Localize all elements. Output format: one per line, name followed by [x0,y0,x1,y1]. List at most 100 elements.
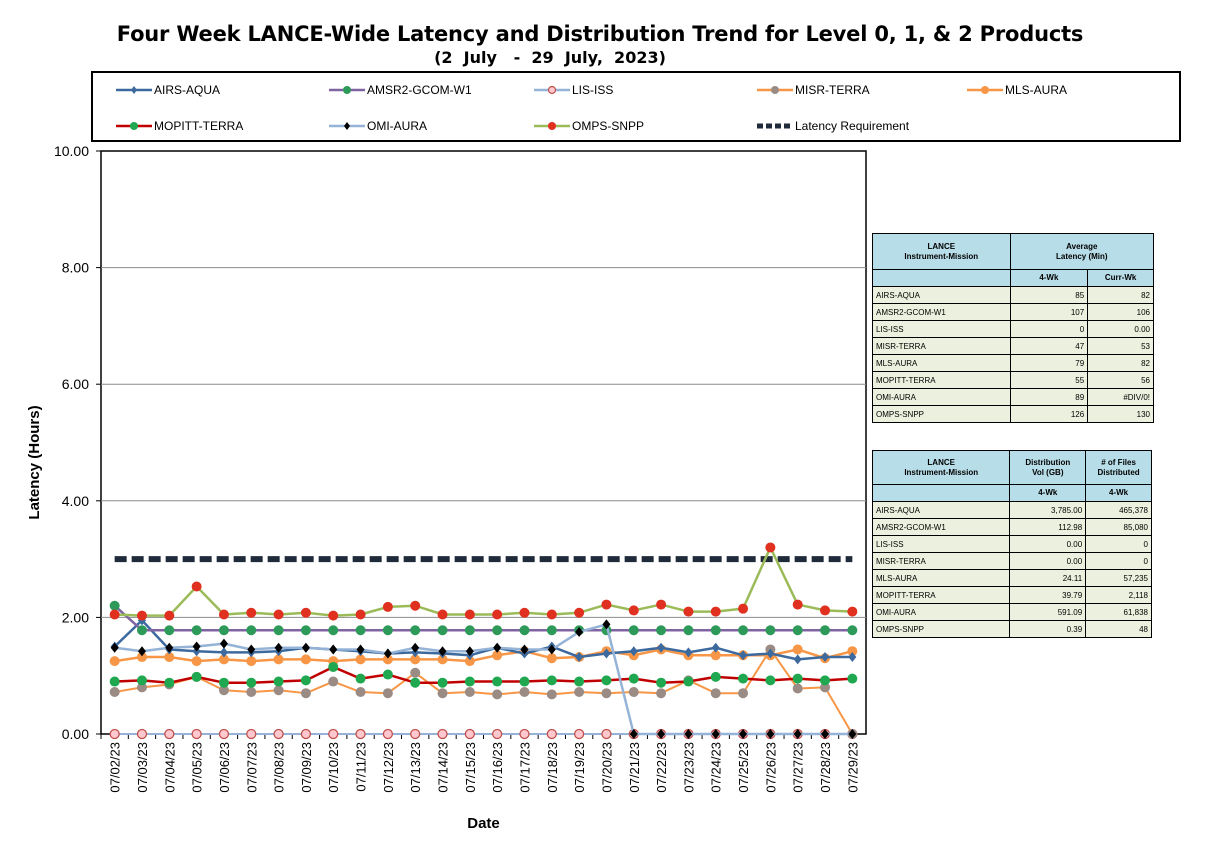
legend-label: Latency Requirement [795,119,910,133]
omi-aura-point [110,642,119,653]
mopitt-terra-point [246,677,257,688]
misr-terra-point [492,689,503,700]
misr-terra-point [792,683,803,694]
mopitt-terra-point [273,676,284,687]
airs-aqua-point [575,652,584,663]
omps-snpp-point [246,607,257,618]
omps-snpp-line [114,546,853,617]
omi-aura-point [438,646,447,657]
legend-swatch [757,123,793,129]
distribution-table-row: OMPS-SNPP 0.39 48 [871,620,1152,638]
distribution-table-cell-v1: 3,785.00 [1009,501,1087,519]
distribution-table-row: MOPITT-TERRA 39.79 2,118 [871,586,1152,604]
distribution-table-cell-v2: 57,235 [1085,569,1152,587]
distribution-table-cell-v2: 85,080 [1085,518,1152,536]
mopitt-terra-point [546,675,557,686]
x-tick-label: 07/16/23 [490,742,505,793]
distribution-table-cell-v1: 24.11 [1009,569,1087,587]
lis-iss-point [382,728,394,740]
amsr2-gcom-w1-point [765,625,776,636]
latency-table-cell-v1: 79 [1009,354,1089,372]
omi-aura-point [165,642,174,653]
latency-table-cell-instrument: OMPS-SNPP [872,405,1011,423]
distribution-table-cell-v2: 61,838 [1085,603,1152,621]
misr-terra-point [437,688,448,699]
omps-snpp-point [218,609,229,620]
latency-table-cell-instrument: AIRS-AQUA [872,286,1011,304]
legend-swatch [967,86,1003,94]
latency-table-cell-v2: #DIV/0! [1087,388,1154,406]
mls-aura-point [355,654,366,665]
amsr2-gcom-w1-point [109,600,120,611]
amsr2-gcom-w1-line [113,604,853,632]
mls-aura-point [464,656,475,667]
legend-item: AIRS-AQUA [116,82,220,98]
legend-item: LIS-ISS [534,82,613,98]
x-tick-label: 07/07/23 [244,742,259,793]
omps-snpp-point [683,606,694,617]
lis-iss-point [191,728,202,740]
distribution-table-cell-v1: 0.00 [1009,552,1087,570]
x-tick-label: 07/09/23 [299,742,314,793]
misr-terra-point [382,688,393,699]
misr-terra-point [246,687,257,698]
mls-aura-point [300,654,311,665]
misr-terra-point [273,685,284,696]
omi-aura-point [465,646,474,657]
x-tick-label: 07/24/23 [709,742,724,793]
legend-swatch [329,122,365,130]
legend-swatch [534,85,570,95]
legend-item: OMPS-SNPP [534,118,644,134]
distribution-table-cell-v2: 0 [1085,535,1152,553]
mopitt-terra-point [136,675,147,686]
amsr2-gcom-w1-point [328,625,339,636]
distribution-table-row: AIRS-AQUA 3,785.00 465,378 [871,501,1152,519]
amsr2-gcom-w1-point [355,625,366,636]
omps-snpp-point [519,607,530,618]
omps-snpp-point [546,609,557,620]
distribution-table-cell-instrument: AIRS-AQUA [871,501,1011,519]
chart-title: Four Week LANCE-Wide Latency and Distrib… [116,22,1084,46]
omps-snpp-point [382,601,393,612]
x-tick-label: 07/15/23 [463,742,478,793]
airs-aqua-point [739,650,748,661]
legend-label: LIS-ISS [572,83,614,97]
mopitt-terra-point [710,671,721,682]
omps-snpp-point [656,599,667,610]
legend-label: OMPS-SNPP [572,119,645,133]
lis-iss-point [164,728,175,740]
amsr2-gcom-w1-point [273,625,284,636]
airs-aqua-point [629,646,638,657]
omi-aura-point [192,641,201,652]
x-tick-label: 07/06/23 [217,742,232,793]
x-tick-label: 07/13/23 [408,742,423,793]
mopitt-terra-point [218,677,229,688]
mopitt-terra-point [437,677,448,688]
latency-table-row: MOPITT-TERRA 55 56 [872,371,1154,389]
lis-iss-point [355,728,366,740]
lis-iss-point [437,728,448,740]
lis-iss-point [136,728,148,740]
latency-table-cell-instrument: LIS-ISS [872,320,1011,338]
mopitt-terra-point [300,675,311,686]
omi-aura-point [684,729,693,739]
latency-table-header-blank [872,269,1011,287]
x-tick-label: 07/19/23 [572,742,587,793]
latency-table-cell-v1: 126 [1009,405,1089,423]
misr-terra-point [355,687,366,698]
mopitt-terra-point [191,671,202,682]
legend-label: MOPITT-TERRA [154,119,244,133]
mopitt-terra-point [656,677,667,688]
airs-aqua-point [602,648,611,659]
misr-terra-point [656,688,667,699]
omi-aura-point [219,638,228,649]
legend-swatch [116,122,152,130]
x-tick-label: 07/14/23 [436,742,451,793]
omi-aura-point [137,646,146,657]
latency-table-row: AIRS-AQUA 85 82 [872,286,1154,304]
distribution-table-header-instrument: LANCE Instrument-Mission [871,450,1011,485]
distribution-table-row: MLS-AURA 24.11 57,235 [871,569,1152,587]
mopitt-terra-point [601,675,612,686]
distribution-table-cell-instrument: MLS-AURA [871,569,1011,587]
misr-terra-point [464,687,475,698]
